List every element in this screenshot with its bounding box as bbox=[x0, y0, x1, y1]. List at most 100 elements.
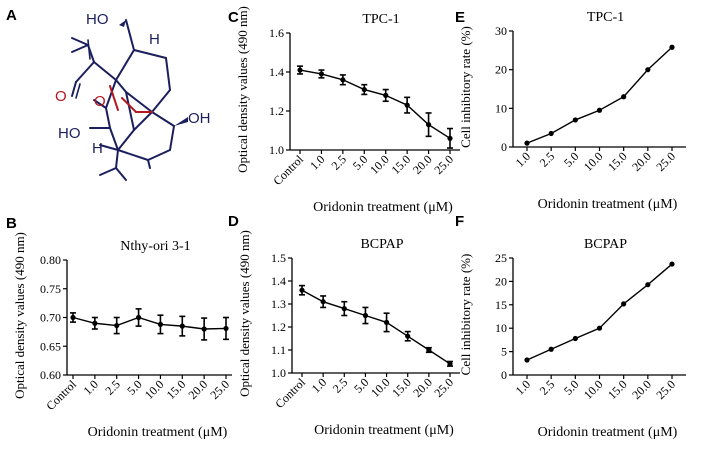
x-axis-label: Oridonin treatment (μM) bbox=[313, 200, 453, 215]
x-tick-label: 20.0 bbox=[410, 152, 435, 177]
x-tick-label: 10.0 bbox=[142, 377, 167, 402]
data-point bbox=[447, 135, 453, 141]
molecule-label-o-ketone: O bbox=[55, 88, 67, 105]
x-tick-label: 10.0 bbox=[581, 377, 606, 402]
x-tick-label: 5.0 bbox=[124, 377, 145, 398]
data-point bbox=[341, 306, 347, 312]
data-point bbox=[524, 357, 530, 363]
data-point bbox=[318, 71, 325, 77]
y-tick-label: 30 bbox=[495, 24, 507, 38]
x-tick-label: 25.0 bbox=[653, 377, 678, 402]
data-point bbox=[548, 130, 554, 137]
y-tick-label: 1.2 bbox=[271, 320, 286, 334]
molecule-label-oh-right: OH bbox=[188, 110, 211, 127]
x-axis-label: Oridonin treatment (μM) bbox=[88, 425, 228, 440]
panel-label-a: A bbox=[6, 7, 17, 24]
data-point bbox=[572, 335, 578, 342]
panel-label-e: E bbox=[455, 9, 465, 26]
molecule-label-o-bridge: O bbox=[94, 93, 106, 110]
x-tick-label: 10.0 bbox=[581, 149, 606, 174]
x-tick-label: 2.5 bbox=[328, 152, 349, 173]
chart-title: BCPAP bbox=[584, 237, 627, 252]
x-tick-label: 20.0 bbox=[629, 149, 654, 174]
x-tick-label: 10.0 bbox=[368, 375, 393, 400]
y-tick-label: 0.65 bbox=[40, 339, 61, 353]
y-tick-label: 0.60 bbox=[40, 368, 61, 382]
x-tick-label: 20.0 bbox=[410, 375, 435, 400]
data-point bbox=[201, 326, 207, 332]
x-tick-label: 2.5 bbox=[102, 377, 123, 398]
x-tick-label: 15.0 bbox=[164, 377, 189, 402]
data-point bbox=[157, 321, 164, 327]
y-tick-label: 1.4 bbox=[271, 274, 286, 288]
data-point bbox=[179, 323, 185, 329]
panel-label-b: B bbox=[6, 215, 17, 232]
y-tick-label: 10 bbox=[495, 101, 507, 115]
x-tick-label: 20.0 bbox=[186, 377, 211, 402]
y-tick-label: 1.1 bbox=[271, 343, 286, 357]
data-point bbox=[92, 320, 98, 326]
data-point bbox=[669, 261, 675, 267]
x-tick-label: 5.0 bbox=[561, 377, 582, 398]
molecule-label-h-top: H bbox=[149, 31, 160, 48]
chart-title: TPC-1 bbox=[587, 10, 624, 25]
panel-label-c: C bbox=[228, 9, 239, 26]
molecule-label-ho-top: HO bbox=[86, 11, 109, 28]
x-tick-label: Control bbox=[270, 152, 306, 188]
x-tick-label: 25.0 bbox=[653, 149, 678, 174]
y-tick-label: 0.75 bbox=[40, 282, 61, 296]
x-tick-label: 15.0 bbox=[389, 375, 414, 400]
x-tick-label: 25.0 bbox=[207, 377, 232, 402]
data-point bbox=[299, 287, 305, 293]
y-tick-label: 10 bbox=[495, 321, 507, 335]
y-tick-label: 15 bbox=[495, 298, 507, 312]
y-axis-label: Cell inhibitory rate (%) bbox=[458, 254, 473, 376]
y-tick-label: 25 bbox=[495, 251, 507, 265]
x-tick-label: 2.5 bbox=[330, 375, 351, 396]
y-tick-label: 1.2 bbox=[269, 104, 284, 118]
data-point bbox=[548, 346, 554, 352]
x-tick-label: 1.0 bbox=[309, 375, 330, 396]
data-point bbox=[70, 314, 76, 321]
data-point bbox=[383, 92, 389, 98]
y-axis-label: Optical density values (490 nm) bbox=[12, 232, 27, 399]
data-point bbox=[447, 361, 453, 367]
data-point bbox=[426, 347, 432, 353]
x-axis-label: Oridonin treatment (μM) bbox=[538, 425, 678, 440]
data-point bbox=[362, 312, 369, 319]
data-point bbox=[645, 67, 651, 73]
x-tick-label: 5.0 bbox=[350, 152, 371, 173]
data-point bbox=[572, 117, 578, 123]
y-tick-label: 0 bbox=[501, 368, 507, 382]
x-tick-label: 1.0 bbox=[513, 149, 534, 170]
x-tick-label: 25.0 bbox=[431, 152, 456, 177]
data-point bbox=[114, 322, 120, 329]
data-point bbox=[404, 102, 410, 108]
data-point bbox=[383, 319, 390, 325]
data-point bbox=[621, 94, 627, 100]
chart-title: TPC-1 bbox=[362, 12, 399, 27]
x-tick-label: 2.5 bbox=[537, 149, 558, 170]
data-point bbox=[645, 282, 651, 288]
data-point bbox=[596, 107, 603, 113]
chart-nthy-ori: 0.60 0.65 0.70 0.75 0.80 Control 1.0 2.5 5.010.0… bbox=[12, 232, 232, 440]
chart-title: Nthy-ori 3-1 bbox=[120, 239, 190, 254]
y-axis-label: Cell inhibitory rate (%) bbox=[458, 26, 473, 148]
y-tick-label: 1.0 bbox=[271, 366, 286, 380]
data-point bbox=[669, 44, 675, 50]
x-tick-label: 5.0 bbox=[351, 375, 372, 396]
data-point bbox=[135, 314, 142, 321]
chart-bcpap-inhibition: 0 5 10 15 20 25 1.0 2.5 5.0 10.0 15.0 20.0 25.0 BCPAP… bbox=[458, 237, 686, 440]
x-tick-label: 1.0 bbox=[513, 377, 534, 398]
chart-tpc1-inhibition: 0 10 20 30 1.0 2.5 5.0 10.0 15.0 20.0 25.0 TPC-1 Ori… bbox=[458, 10, 686, 212]
x-tick-label: Control bbox=[43, 377, 79, 413]
data-point bbox=[405, 333, 411, 339]
x-tick-label: 15.0 bbox=[605, 377, 630, 402]
x-tick-label: 20.0 bbox=[629, 377, 654, 402]
x-axis-label: Oridonin treatment (μM) bbox=[314, 423, 454, 438]
x-tick-label: 1.0 bbox=[80, 377, 101, 398]
y-tick-label: 0.80 bbox=[40, 253, 61, 267]
